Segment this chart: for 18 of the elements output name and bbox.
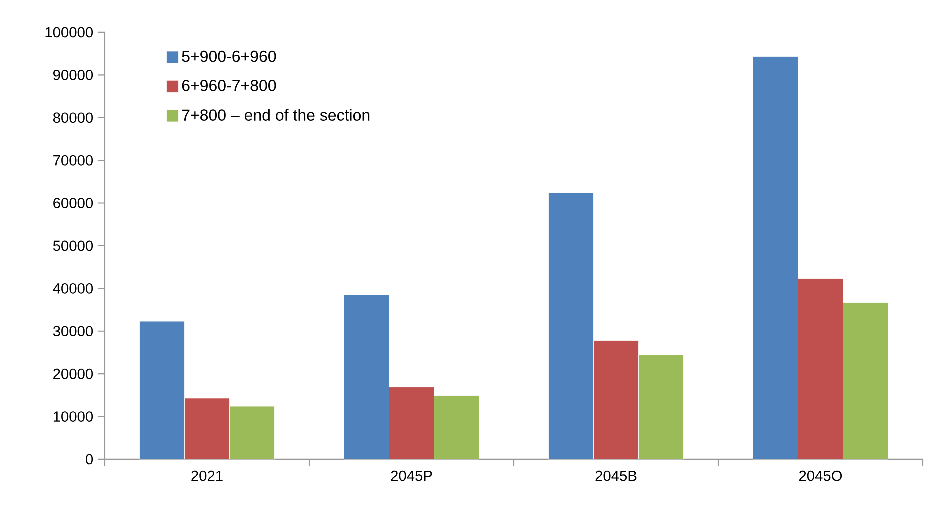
y-tick-label: 40000 bbox=[53, 283, 94, 294]
legend-label: 7+800 – end of the section bbox=[182, 109, 370, 121]
y-tick-label: 100000 bbox=[46, 27, 94, 38]
x-tick-label: 2045P bbox=[391, 470, 432, 482]
legend-label: 5+900-6+960 bbox=[182, 50, 276, 62]
y-tick-label: 90000 bbox=[54, 70, 94, 80]
y-tick-label: 60000 bbox=[54, 198, 94, 208]
y-tick-label: 50000 bbox=[53, 240, 94, 252]
x-tick-label: 2021 bbox=[192, 470, 223, 482]
y-tick-label: 20000 bbox=[54, 368, 94, 380]
x-tick-label: 2045O bbox=[799, 470, 842, 482]
y-tick-label: 80000 bbox=[53, 112, 94, 124]
y-tick-label: 70000 bbox=[54, 155, 94, 166]
legend-label: 6+960-7+800 bbox=[182, 80, 276, 92]
y-tick-label: 30000 bbox=[53, 326, 94, 337]
y-tick-label: 10000 bbox=[54, 412, 94, 422]
y-tick-label: 0 bbox=[86, 454, 94, 465]
x-tick-label: 2045B bbox=[596, 470, 637, 482]
